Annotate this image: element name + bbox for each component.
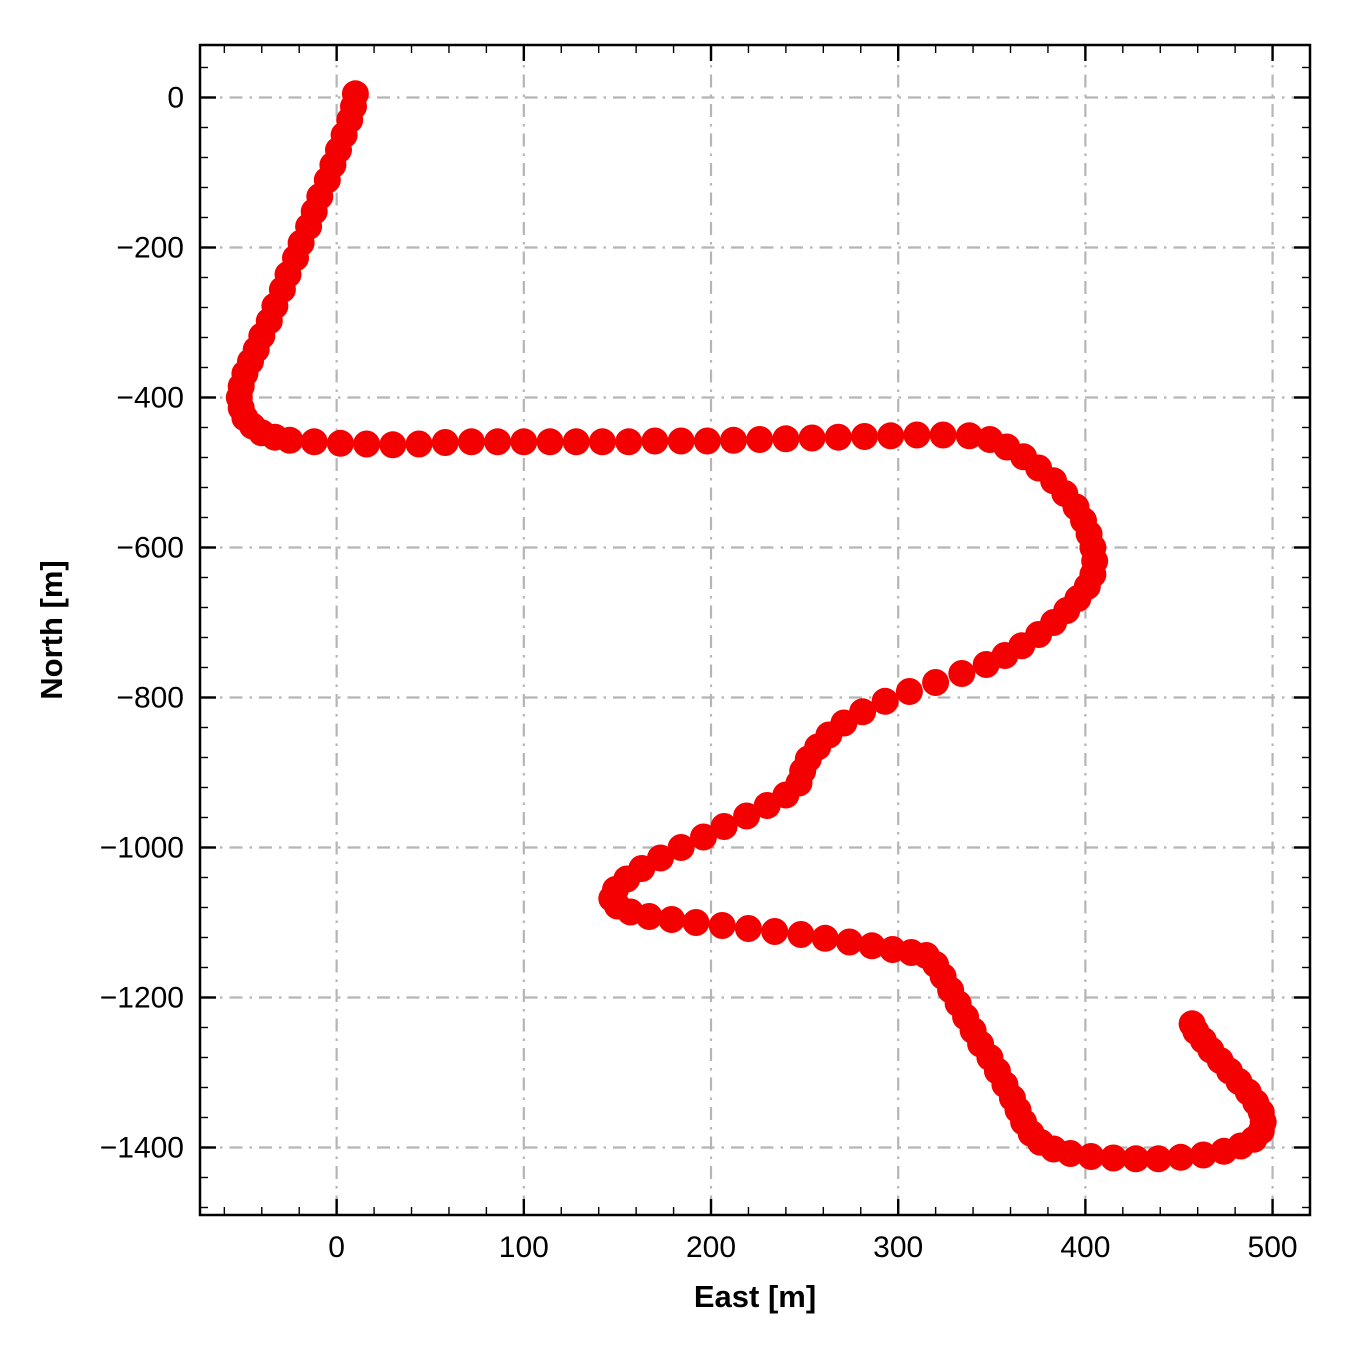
- trajectory-marker: [761, 918, 789, 945]
- trajectory-marker: [682, 909, 710, 936]
- trajectory-marker: [1056, 1140, 1084, 1167]
- x-tick-label: 100: [499, 1231, 549, 1264]
- trajectory-marker: [836, 928, 863, 956]
- trajectory-marker: [1122, 1145, 1150, 1173]
- trajectory-marker: [667, 427, 695, 455]
- trajectory-marker: [588, 428, 616, 456]
- trajectory-marker: [851, 423, 878, 450]
- trajectory-marker: [972, 651, 1000, 678]
- trajectory-marker: [1077, 1143, 1105, 1170]
- trajectory-marker: [1144, 1145, 1172, 1173]
- trajectory-marker: [405, 430, 433, 458]
- trajectory-marker: [720, 426, 747, 454]
- trajectory-marker: [690, 823, 717, 851]
- x-tick-label: 200: [686, 1231, 736, 1264]
- trajectory-marker: [484, 428, 512, 456]
- trajectory-marker: [667, 834, 695, 861]
- trajectory-marker: [326, 429, 354, 457]
- trajectory-marker: [858, 932, 886, 960]
- trajectory-marker: [276, 426, 304, 454]
- trajectory-marker: [824, 423, 852, 451]
- y-axis-label: North [m]: [34, 560, 69, 699]
- x-tick-label: 500: [1248, 1231, 1298, 1264]
- trajectory-marker: [798, 424, 826, 452]
- trajectory-marker: [536, 428, 564, 456]
- y-tick-label: −800: [116, 682, 184, 715]
- trajectory-marker: [457, 428, 485, 456]
- trajectory-marker: [300, 428, 328, 456]
- trajectory-marker: [948, 660, 976, 687]
- trajectory-marker: [708, 912, 736, 939]
- trajectory-marker: [871, 687, 899, 715]
- y-tick-label: 0: [167, 82, 184, 115]
- trajectory-marker: [733, 802, 761, 830]
- trajectory-marker: [746, 426, 774, 453]
- trajectory-marker: [929, 421, 957, 449]
- y-tick-label: −1400: [100, 1132, 184, 1165]
- trajectory-marker: [811, 924, 839, 952]
- trajectory-marker: [753, 792, 781, 819]
- x-axis-label: East [m]: [694, 1279, 816, 1314]
- tick-labels: 0 100 200 300 400 500 0 −200 −400 −600 −800 −1000 −1…: [100, 82, 1298, 1265]
- trajectory-points: [225, 80, 1277, 1173]
- trajectory-marker: [903, 421, 931, 449]
- y-tick-label: −600: [116, 532, 184, 565]
- trajectory-marker: [895, 678, 923, 705]
- trajectory-marker: [353, 430, 381, 458]
- x-tick-label: 0: [328, 1231, 345, 1264]
- trajectory-marker: [1189, 1141, 1217, 1169]
- trajectory-marker: [641, 427, 669, 455]
- trajectory-marker: [922, 669, 950, 696]
- y-tick-label: −400: [116, 382, 184, 415]
- grid-lines: [200, 45, 1310, 1215]
- trajectory-marker: [658, 906, 686, 933]
- trajectory-marker: [562, 428, 590, 456]
- trajectory-marker: [710, 813, 738, 840]
- trajectory-marker: [693, 427, 721, 455]
- axis-ticks: [200, 45, 1311, 1215]
- x-tick-label: 400: [1060, 1231, 1110, 1264]
- trajectory-marker: [734, 915, 762, 942]
- plot-border: [198, 43, 1312, 1217]
- trajectory-marker: [379, 431, 407, 459]
- trajectory-marker: [1178, 1010, 1206, 1038]
- trajectory-marker: [877, 422, 905, 450]
- trajectory-marker: [510, 428, 538, 456]
- trajectory-marker: [1167, 1143, 1195, 1171]
- trajectory-marker: [787, 921, 815, 948]
- trajectory-marker: [635, 903, 663, 930]
- trajectory-marker: [772, 425, 800, 453]
- y-tick-label: −200: [116, 232, 184, 265]
- trajectory-marker: [431, 429, 459, 456]
- trajectory-marker: [955, 422, 983, 450]
- trajectory-marker: [1100, 1144, 1127, 1172]
- y-tick-label: −1200: [100, 982, 184, 1015]
- x-tick-label: 300: [873, 1231, 923, 1264]
- trajectory-marker: [615, 428, 643, 456]
- y-tick-label: −1000: [100, 832, 184, 865]
